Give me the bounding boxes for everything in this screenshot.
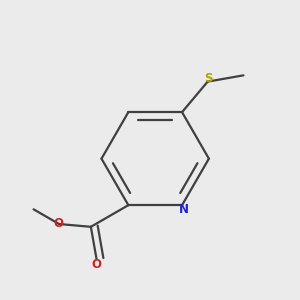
Text: O: O [92, 258, 102, 271]
Text: S: S [204, 72, 213, 86]
Text: O: O [53, 217, 63, 230]
Text: N: N [179, 203, 189, 216]
